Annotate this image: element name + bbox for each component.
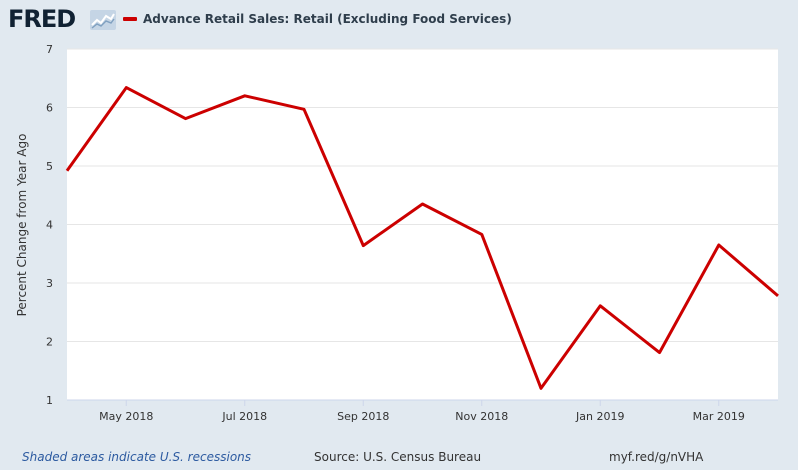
- footer: Shaded areas indicate U.S. recessions So…: [0, 450, 798, 468]
- short-url-link[interactable]: myf.red/g/nVHA: [609, 450, 704, 464]
- legend: Advance Retail Sales: Retail (Excluding …: [123, 9, 512, 29]
- y-tick-label: 2: [46, 336, 53, 349]
- series-line[interactable]: [65, 86, 779, 390]
- legend-swatch: [123, 17, 137, 21]
- y-tick-label: 4: [46, 219, 53, 232]
- source-text: Source: U.S. Census Bureau: [314, 450, 482, 464]
- recession-note: Shaded areas indicate U.S. recessions: [22, 450, 252, 464]
- fred-logo[interactable]: FRED: [8, 4, 118, 34]
- grid-lines: [67, 48, 778, 342]
- x-axis-ticks: May 2018 Jul 2018 Sep 2018 Nov 2018 Jan 2019…: [99, 400, 745, 423]
- y-tick-label: 1: [46, 394, 53, 407]
- y-tick-label: 7: [46, 43, 53, 56]
- y-tick-label: 6: [46, 102, 53, 115]
- y-tick-label: 5: [46, 160, 53, 173]
- x-tick-label: Sep 2018: [337, 410, 389, 423]
- legend-series-label[interactable]: Advance Retail Sales: Retail (Excluding …: [143, 12, 512, 26]
- x-tick-label: Nov 2018: [455, 410, 508, 423]
- x-tick-label: Jan 2019: [575, 410, 624, 423]
- x-tick-label: Mar 2019: [693, 410, 745, 423]
- y-axis-ticks: 1 2 3 4 5 6 7: [46, 43, 53, 407]
- y-tick-label: 3: [46, 277, 53, 290]
- graph-logo-icon: [90, 10, 116, 30]
- y-axis-title: Percent Change from Year Ago: [15, 134, 29, 317]
- fred-logo-text: FRED: [8, 5, 76, 33]
- x-tick-label: Jul 2018: [221, 410, 267, 423]
- x-tick-label: May 2018: [99, 410, 153, 423]
- series-group: [65, 86, 779, 390]
